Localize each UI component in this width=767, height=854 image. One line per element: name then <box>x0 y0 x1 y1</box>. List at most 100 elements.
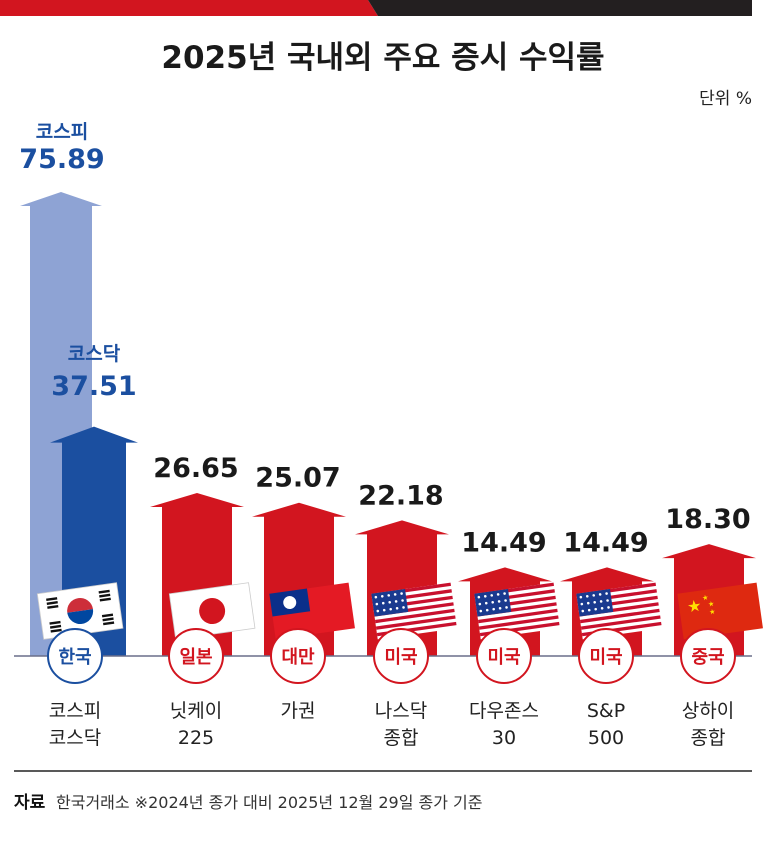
big-star: ★ <box>686 596 703 617</box>
flag-star <box>585 594 589 598</box>
flag-star <box>498 607 502 610</box>
country-badge-text-1: 일본 <box>179 647 212 668</box>
flag-star <box>400 592 403 595</box>
category-label-5-0: S&P <box>587 700 625 722</box>
trigram-bar <box>98 589 110 594</box>
flag-star <box>387 594 391 597</box>
bar-kospi-value: 75.89 <box>19 144 104 175</box>
category-label-4-1: 30 <box>492 727 516 749</box>
chart-title: 2025년 국내외 주요 증시 수익률 <box>161 40 604 76</box>
trigram-bar <box>46 597 58 601</box>
flag-star <box>599 600 603 603</box>
country-badge-text-5: 미국 <box>589 647 622 668</box>
flag-stripe <box>375 615 456 630</box>
flag-star <box>478 602 482 606</box>
flag-star <box>581 609 585 613</box>
category-label-1-1: 225 <box>178 727 214 749</box>
badges-layer: 한국 일본 대만 미국 미국 미국 중국 <box>47 628 736 684</box>
flag-star <box>505 606 508 609</box>
flag-star <box>382 608 386 612</box>
flag-star <box>587 608 591 612</box>
japan-flag-1 <box>168 582 256 640</box>
trigram-bar <box>103 621 115 626</box>
category-label-3-0: 나스닥 <box>375 700 427 722</box>
rising-sun <box>199 597 226 624</box>
flag-star <box>586 601 590 605</box>
usa-flag-4 <box>474 582 560 640</box>
flag-star <box>492 607 495 611</box>
flag-star <box>395 607 399 610</box>
flag-stripe <box>580 608 660 624</box>
taiwan-flag-2 <box>269 582 355 640</box>
bar-2-value: 25.07 <box>255 463 340 494</box>
flag-star <box>503 592 506 595</box>
bar-1-value: 26.65 <box>153 453 238 484</box>
flag-star <box>490 594 494 597</box>
flag-star <box>496 593 500 596</box>
country-badge-4 <box>476 628 532 684</box>
bar-3-value: 22.18 <box>358 480 443 511</box>
trigram-bar <box>101 613 114 618</box>
flag-star <box>592 594 596 597</box>
flag-stripe <box>478 615 559 630</box>
bar-kosdaq-name: 코스닥 <box>68 343 121 365</box>
flag-star <box>374 595 378 599</box>
white-sun <box>283 596 297 610</box>
flag-star <box>594 607 597 611</box>
flag-star <box>402 606 405 609</box>
flag-star <box>497 600 501 603</box>
small-star: ★ <box>708 600 715 609</box>
country-badge-text-2: 대만 <box>281 647 315 668</box>
flag-star <box>504 599 507 602</box>
country-badge-0 <box>47 628 103 684</box>
korea-flag-0 <box>36 582 124 640</box>
flag-star <box>388 601 391 604</box>
china-flag-6: ★★★★ <box>677 582 763 640</box>
country-badge-1 <box>168 628 224 684</box>
flag-star <box>580 602 584 606</box>
flag-star <box>605 592 608 595</box>
top-band-dark <box>368 0 752 16</box>
flag-star <box>593 601 596 604</box>
country-badge-2 <box>270 628 326 684</box>
flag-star <box>389 607 392 611</box>
flag-star <box>477 595 481 599</box>
flag-star <box>479 609 483 613</box>
bar-5-value: 14.49 <box>563 527 648 558</box>
category-label-3-1: 종합 <box>384 727 419 749</box>
unit-label: 단위 % <box>699 89 752 109</box>
flag-star <box>483 594 487 598</box>
flag-star <box>394 600 398 603</box>
trigram-bar <box>102 617 114 622</box>
footer-note: 한국거래소 ※2024년 종가 대비 2025년 12월 29일 종가 기준 <box>56 793 483 812</box>
flag-star <box>376 609 380 613</box>
flag-star <box>393 593 397 596</box>
flag-star <box>485 608 489 612</box>
flag-star <box>579 595 583 599</box>
bar-6-value: 18.30 <box>665 504 750 535</box>
taegeuk-red <box>67 598 94 613</box>
category-label-0-0: 코스피 <box>49 700 101 722</box>
flag-star <box>607 606 610 609</box>
trigram-bar <box>49 624 62 629</box>
footer-source-label: 자료 <box>14 793 46 813</box>
flag-stripe <box>375 608 455 624</box>
category-label-2-0: 가권 <box>281 700 316 722</box>
country-badge-3 <box>373 628 429 684</box>
flag-star <box>375 602 379 606</box>
flag-star <box>600 607 604 610</box>
country-badge-text-0: 한국 <box>58 647 91 668</box>
flag-star <box>401 599 404 602</box>
trigram-bar <box>99 593 111 598</box>
country-badge-text-3: 미국 <box>384 647 417 668</box>
category-label-6-0: 상하이 <box>682 700 734 722</box>
top-band-red <box>0 0 378 16</box>
country-badge-5 <box>578 628 634 684</box>
category-label-5-1: 500 <box>588 727 624 749</box>
flag-star <box>598 593 602 596</box>
usa-flag-5 <box>576 582 662 640</box>
flag-star <box>491 601 494 604</box>
trigram-bar <box>99 597 111 602</box>
